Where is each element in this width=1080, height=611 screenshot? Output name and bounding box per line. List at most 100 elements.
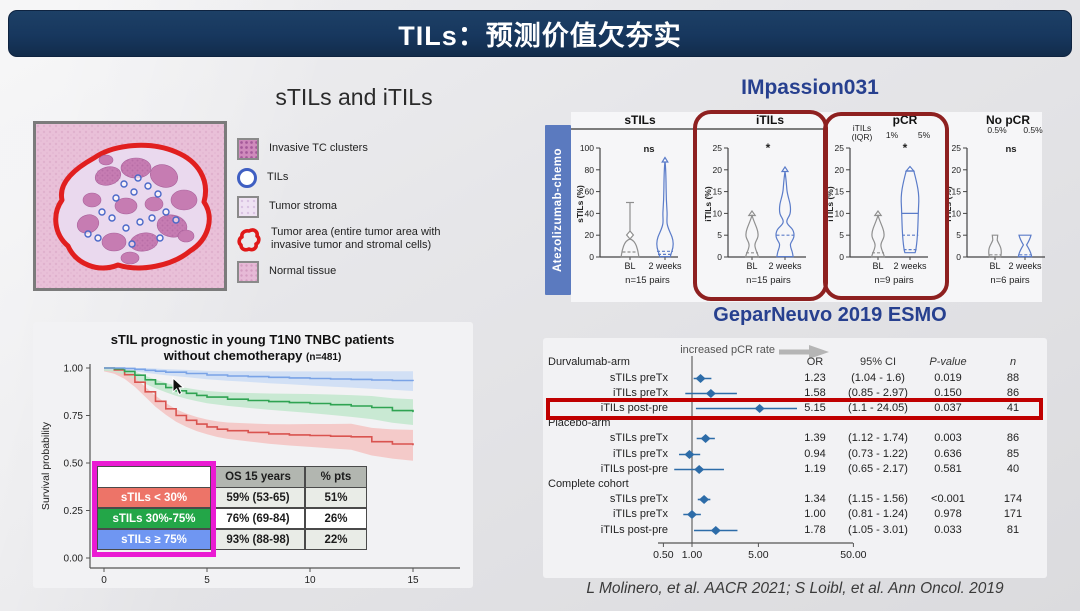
svg-text:10: 10 <box>835 208 845 218</box>
svg-text:10: 10 <box>952 208 962 218</box>
svg-text:n=15 pairs: n=15 pairs <box>746 275 791 286</box>
svg-text:BL: BL <box>872 261 883 271</box>
svg-text:0.75: 0.75 <box>64 411 84 422</box>
svg-text:1%: 1% <box>886 130 899 140</box>
svg-text:2 weeks: 2 weeks <box>1008 261 1042 271</box>
km-row-os: 76% (69-84) <box>211 508 305 529</box>
mouse-cursor-icon <box>172 376 185 401</box>
legend-item: TILs <box>237 163 477 192</box>
tumor-area-icon <box>237 228 261 252</box>
forest-markers: 0.50 1.00 5.00 50.00 <box>653 356 867 561</box>
svg-text:2 weeks: 2 weeks <box>648 261 682 271</box>
svg-text:n=9 pairs: n=9 pairs <box>874 275 914 286</box>
or-diamond <box>700 434 711 443</box>
svg-text:BL: BL <box>989 261 1000 271</box>
svg-text:2 weeks: 2 weeks <box>768 261 802 271</box>
svg-text:60: 60 <box>585 187 595 197</box>
km-curve <box>104 367 414 413</box>
forest-group-row: Durvalumab-arm <box>548 356 630 368</box>
legend-label: Normal tissue <box>269 264 337 277</box>
invasive-tc-texture <box>95 158 187 251</box>
km-title-line2: without chemotherapy (n=481) <box>163 348 342 363</box>
svg-text:20: 20 <box>713 165 723 175</box>
or-diamond <box>705 389 716 398</box>
forest-col-pvalue: P-value <box>929 356 967 368</box>
svg-text:15: 15 <box>713 187 723 197</box>
slide-title-bar: TILs：预测价值欠夯实 <box>8 10 1072 57</box>
km-row-os: 93% (88-98) <box>211 529 305 550</box>
svg-text:5: 5 <box>204 575 210 586</box>
atezolizumab-arm-bar: Atezolizumab-chemo <box>545 125 571 295</box>
tumor-stroma-swatch <box>237 195 259 218</box>
svg-text:n=15 pairs: n=15 pairs <box>625 275 670 286</box>
svg-text:0.50: 0.50 <box>653 549 674 561</box>
forest-row: iTILs preTx 1.00 (0.81 - 1.24) 0.978 171 <box>612 508 1023 520</box>
legend-item: Tumor area (entire tumor area with invas… <box>237 221 477 257</box>
or-diamond <box>695 374 706 383</box>
km-table-header-pts: % pts <box>305 466 367 488</box>
km-table-header-os: OS 15 years <box>211 466 305 488</box>
km-band <box>104 368 413 391</box>
svg-text:20: 20 <box>835 165 845 175</box>
forest-row: iTILs post-pre 1.78 (1.05 - 3.01) 0.033 … <box>600 524 1020 536</box>
svg-text:*: * <box>903 141 908 155</box>
svg-text:iTILs (%): iTILs (%) <box>943 186 953 222</box>
or-diamond <box>684 450 695 459</box>
svg-text:0: 0 <box>956 252 961 262</box>
svg-text:25: 25 <box>835 143 845 153</box>
svg-text:iTILs (%): iTILs (%) <box>703 186 713 222</box>
forest-row: sTILs preTx 1.34 (1.15 - 1.56) <0.001 17… <box>609 493 1023 505</box>
impassion031-title: IMpassion031 <box>741 76 879 99</box>
km-row-pts: 51% <box>305 487 367 508</box>
svg-text:2 weeks: 2 weeks <box>893 261 927 271</box>
citation: L Molinero, et al. AACR 2021; S Loibl, e… <box>586 580 1004 597</box>
svg-text:5.00: 5.00 <box>748 549 769 561</box>
svg-text:40: 40 <box>585 208 595 218</box>
svg-text:0: 0 <box>589 252 594 262</box>
svg-text:No pCR: No pCR <box>986 113 1030 127</box>
svg-text:sTILs (%): sTILs (%) <box>575 185 585 223</box>
km-title-line1: sTIL prognostic in young T1N0 TNBC patie… <box>110 332 395 347</box>
legend-label: TILs <box>267 170 289 183</box>
svg-text:ns: ns <box>1005 144 1016 155</box>
tils-circles <box>84 174 180 248</box>
svg-text:20: 20 <box>585 230 595 240</box>
or-diamond <box>687 510 697 519</box>
svg-text:ns: ns <box>643 144 654 155</box>
svg-text:5: 5 <box>717 230 722 240</box>
svg-text:pCR: pCR <box>893 113 918 127</box>
or-diamond <box>699 495 710 504</box>
violin-panel-card <box>571 112 1042 302</box>
svg-text:15: 15 <box>952 187 962 197</box>
forest-group-row: Placebo-arm <box>548 417 611 429</box>
svg-text:10: 10 <box>304 575 316 586</box>
forest-col-or: OR <box>806 356 824 368</box>
svg-text:0.5%: 0.5% <box>987 125 1007 135</box>
or-diamond <box>694 465 705 474</box>
forest-row-highlighted: iTILs post-pre 5.15 (1.1 - 24.05) 0.037 … <box>600 402 1020 414</box>
svg-text:20: 20 <box>952 165 962 175</box>
svg-text:sTILs: sTILs <box>624 113 656 127</box>
svg-text:Survival probability: Survival probability <box>40 421 52 510</box>
legend-item: Invasive TC clusters <box>237 134 477 163</box>
forest-group-row: Complete cohort <box>548 478 629 490</box>
legend-label: Invasive TC clusters <box>269 141 368 154</box>
km-curve <box>104 367 414 382</box>
svg-text:15: 15 <box>407 575 419 586</box>
svg-text:15: 15 <box>835 187 845 197</box>
geparneuvo-title: GeparNeuvo 2019 ESMO <box>713 304 947 326</box>
legend-label: Tumor stroma <box>269 199 338 212</box>
svg-text:0.00: 0.00 <box>64 554 84 565</box>
svg-text:25: 25 <box>713 143 723 153</box>
km-band <box>104 368 413 425</box>
forest-panel-card <box>543 338 1047 578</box>
forest-col-n: n <box>1009 356 1017 368</box>
svg-text:1.00: 1.00 <box>682 549 703 561</box>
km-row-os: 59% (53-65) <box>211 487 305 508</box>
forest-row: iTILs preTx 0.94 (0.73 - 1.22) 0.636 85 <box>612 448 1020 460</box>
svg-text:n=6 pairs: n=6 pairs <box>990 275 1030 286</box>
svg-text:10: 10 <box>713 208 723 218</box>
forest-col-ci: 95% CI <box>859 356 897 368</box>
